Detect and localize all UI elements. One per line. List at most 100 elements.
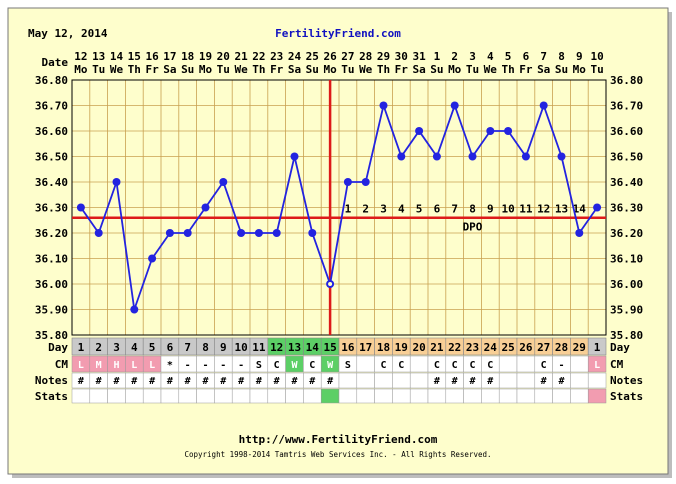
cm-value: C (309, 360, 315, 371)
weekday-label: Su (306, 63, 319, 76)
footer-url: http://www.FertilityFriend.com (239, 433, 438, 446)
weekday-label: Fr (395, 63, 409, 76)
y-tick-left: 36.20 (35, 227, 68, 240)
notes-mark: # (131, 376, 137, 387)
notes-mark: # (434, 376, 440, 387)
dpo-number: 1 (345, 203, 352, 216)
temperature-point (112, 178, 121, 186)
y-tick-right: 36.10 (610, 253, 643, 266)
y-tick-left: 36.60 (35, 125, 68, 138)
weekday-label: Tu (590, 63, 603, 76)
y-tick-right: 36.00 (610, 278, 643, 291)
cm-value: C (398, 360, 404, 371)
day-number: 8 (202, 341, 209, 354)
day-number: 18 (377, 341, 390, 354)
weekday-label: Tu (217, 63, 230, 76)
weekday-label: Th (501, 63, 514, 76)
temperature-point (450, 101, 459, 110)
temperature-point (183, 229, 192, 237)
temperature-point (415, 127, 424, 135)
weekday-label: Th (252, 63, 265, 76)
dpo-number: 13 (555, 203, 568, 216)
stats-cell (160, 388, 180, 404)
date-label: 7 (540, 50, 547, 63)
cm-value: * (167, 360, 173, 371)
date-label: 22 (252, 50, 265, 63)
date-label: 5 (505, 50, 512, 63)
date-label: 10 (590, 50, 603, 63)
stats-cell (338, 388, 358, 404)
stats-cell (89, 388, 108, 404)
date-label: 24 (288, 50, 302, 63)
temperature-points (76, 101, 602, 314)
notes-row: # # # # # # # # # # # # # # # # # # # # # (71, 372, 607, 389)
cm-cell (570, 355, 589, 373)
y-tick-right: 36.20 (610, 227, 643, 240)
weekday-label: Sa (163, 63, 176, 76)
weekday-label: Mo (74, 63, 88, 76)
date-label: 4 (487, 50, 494, 63)
cm-value: W (291, 360, 298, 371)
day-number: 20 (412, 341, 425, 354)
weekday-label: Mo (448, 63, 462, 76)
day-number: 5 (149, 341, 156, 354)
day-row-label-right: Day (610, 341, 630, 354)
date-label: 15 (128, 50, 141, 63)
cm-value: S (345, 360, 351, 371)
temperature-point (130, 305, 139, 314)
y-tick-left: 36.70 (35, 100, 68, 113)
day-number: 9 (220, 341, 227, 354)
stats-row-label-left: Stats (35, 390, 68, 403)
stats-cell (409, 388, 429, 404)
date-label: 18 (181, 50, 194, 63)
date-label: 19 (199, 50, 212, 63)
y-tick-right: 36.70 (610, 100, 643, 113)
temperature-point (148, 254, 157, 263)
temperature-point (290, 152, 299, 161)
temperature-point (308, 229, 317, 237)
date-label: 2 (451, 50, 458, 63)
y-tick-left: 36.40 (35, 176, 68, 189)
day-number: 4 (131, 341, 138, 354)
weekday-label: Mo (323, 63, 337, 76)
cm-value: C (487, 360, 493, 371)
y-tick-right: 36.80 (610, 74, 643, 87)
cm-cell (516, 355, 536, 373)
cm-value: C (469, 360, 475, 371)
stats-cell (356, 388, 375, 404)
y-tick-right: 35.80 (610, 329, 643, 342)
day-number: 10 (234, 341, 247, 354)
day-row: 1 2 3 4 5 6 7 8 9 10 11 12 13 14 15 16 17 18 19 20 21 22 23 24 2… (71, 337, 607, 356)
y-tick-right: 36.60 (610, 125, 643, 138)
temperature-point (557, 152, 566, 161)
stats-cell (445, 388, 464, 404)
date-label: 17 (163, 50, 176, 63)
stats-cell (214, 388, 233, 404)
y-tick-left: 36.50 (35, 151, 68, 164)
day-number: 11 (252, 341, 266, 354)
notes-cell (587, 372, 607, 389)
dpo-number: 14 (573, 203, 587, 216)
weekday-label: Su (181, 63, 194, 76)
temperature-point (343, 178, 352, 186)
date-label: 20 (217, 50, 230, 63)
y-tick-left: 35.90 (35, 304, 68, 317)
stats-cell (71, 388, 91, 404)
notes-mark: # (469, 376, 475, 387)
temperature-point (254, 229, 263, 237)
weekday-label: We (484, 63, 498, 76)
stats-cell (516, 388, 536, 404)
cm-value: L (78, 360, 84, 371)
temperature-point (272, 229, 281, 237)
stats-cell (498, 388, 518, 404)
notes-cell (392, 372, 411, 389)
day-number: 2 (95, 341, 102, 354)
date-label: 16 (145, 50, 159, 63)
cm-value: C (541, 360, 547, 371)
notes-mark: # (487, 376, 493, 387)
cm-row-label-right: CM (610, 358, 624, 371)
dpo-label: DPO (463, 221, 483, 234)
day-number: 1 (594, 341, 601, 354)
